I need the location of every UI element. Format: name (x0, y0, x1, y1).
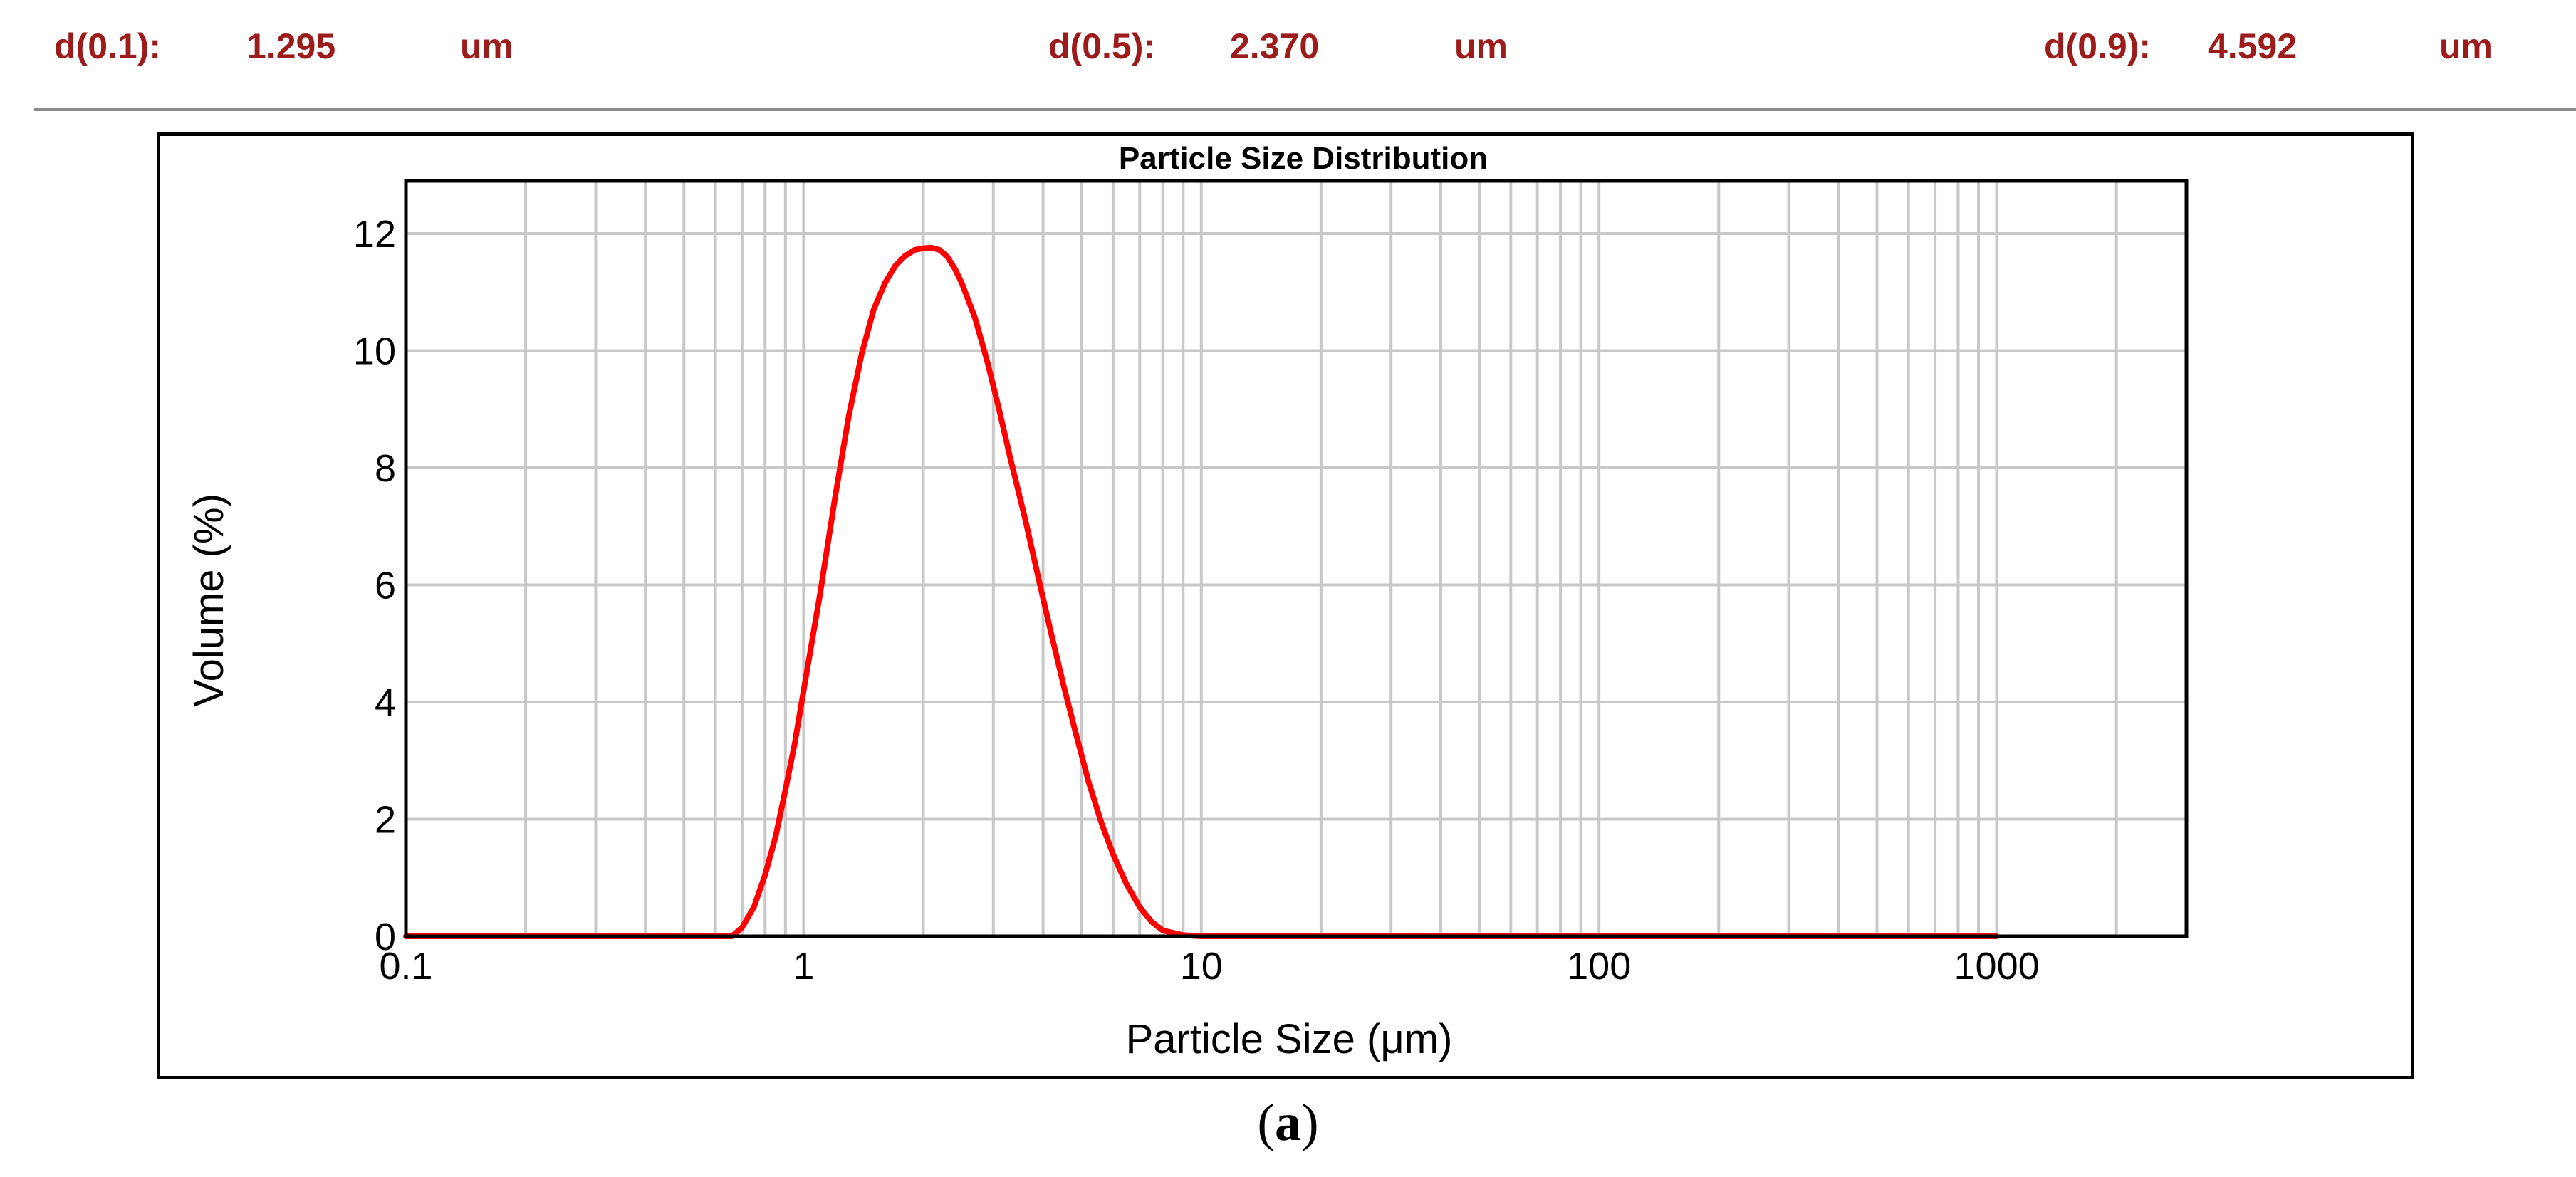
stat-d10-value: 1.295 (246, 26, 336, 66)
stat-d10-label: d(0.1): (54, 26, 161, 66)
distribution-curve (403, 244, 2000, 939)
stat-d90-unit: um (2439, 26, 2493, 66)
chart-frame: 0 2 4 6 8 10 12 0.1 1 10 100 1000 Particle Size Di… (157, 132, 2414, 1079)
grid-lines (406, 181, 2186, 936)
header-divider (34, 108, 2576, 111)
stat-d50-label: d(0.5): (1048, 26, 1155, 66)
x-tick-label: 100 (1567, 945, 1631, 988)
x-tick-labels: 0.1 1 10 100 1000 (379, 945, 2039, 988)
x-tick-label: 0.1 (379, 945, 432, 988)
y-tick-label: 6 (375, 565, 396, 607)
y-tick-labels: 0 2 4 6 8 10 12 (353, 213, 396, 958)
stat-d50-value: 2.370 (1230, 26, 1320, 66)
x-axis-label: Particle Size (μm) (1126, 1016, 1453, 1062)
y-tick-label: 10 (353, 330, 396, 373)
x-tick-label: 1000 (1954, 945, 2040, 988)
figure-caption: (a) (0, 1093, 2576, 1154)
x-tick-label: 1 (793, 945, 814, 988)
y-tick-label: 4 (375, 681, 396, 724)
chart-title: Particle Size Distribution (1119, 141, 1488, 176)
caption-letter: a (1275, 1094, 1301, 1152)
caption-open: ( (1257, 1094, 1275, 1152)
y-tick-label: 0 (375, 916, 396, 958)
y-tick-label: 8 (375, 447, 396, 490)
x-tick-label: 10 (1180, 945, 1223, 988)
y-tick-label: 12 (353, 213, 396, 256)
plot-area-border (404, 179, 2189, 938)
stat-d90-value: 4.592 (2208, 26, 2298, 66)
stat-d50-unit: um (1454, 26, 1508, 66)
stat-d90-label: d(0.9): (2044, 26, 2151, 66)
y-axis-label: Volume (%) (186, 493, 232, 707)
y-tick-label: 2 (375, 799, 396, 842)
caption-close: ) (1301, 1094, 1319, 1152)
particle-size-chart: 0 2 4 6 8 10 12 0.1 1 10 100 1000 Particle Size Di… (186, 141, 2189, 1062)
stat-d10-unit: um (460, 26, 513, 66)
